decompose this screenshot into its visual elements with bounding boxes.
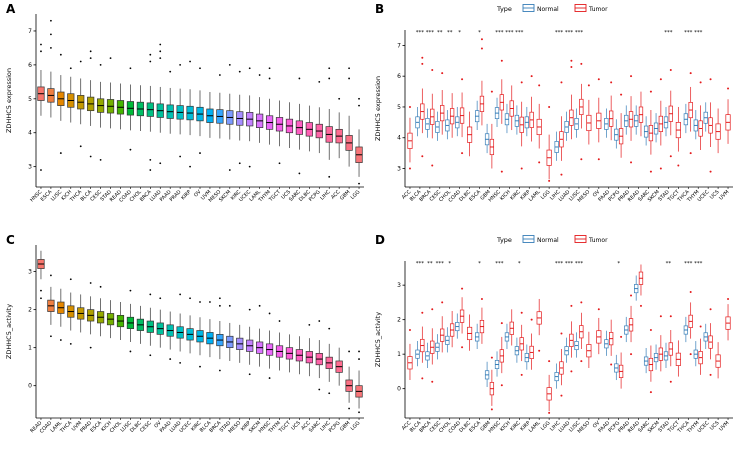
svg-text:***: *** [694,30,703,36]
svg-text:*: * [478,261,481,267]
svg-text:LGG: LGG [540,189,552,201]
svg-text:UCS: UCS [709,189,721,201]
svg-text:Normal: Normal [537,6,559,13]
svg-text:***: *** [426,30,435,36]
svg-text:4: 4 [397,135,401,142]
svg-text:2: 2 [28,307,32,314]
svg-text:**: ** [437,30,443,36]
svg-text:CESC: CESC [139,420,153,434]
svg-text:***: *** [505,30,514,36]
svg-text:LGG: LGG [350,420,362,432]
svg-text:7: 7 [28,28,32,35]
svg-text:**: ** [427,261,433,267]
svg-text:5: 5 [28,96,32,103]
svg-text:***: *** [436,261,445,267]
svg-text:OV: OV [153,420,163,430]
panel-a: A 3 4 5 6 7 ZDHHC5 expression HNSC ESCA LUSC KICH… [0,0,369,231]
svg-text:***: *** [575,261,584,267]
svg-text:UCS: UCS [290,420,302,432]
svg-text:ZDHHC5_activity: ZDHHC5_activity [5,304,13,359]
svg-text:***: *** [416,30,425,36]
svg-text:***: *** [495,261,504,267]
svg-text:***: *** [684,261,693,267]
svg-text:3: 3 [28,269,32,276]
svg-text:LGG: LGG [350,189,362,201]
svg-text:KIRP: KIRP [180,189,192,201]
panel-c-label: C [6,233,15,247]
svg-text:Type: Type [496,5,512,13]
svg-text:UVM: UVM [718,189,730,201]
svg-text:***: *** [555,30,564,36]
panel-c: C 0 1 2 3 ZDHHC5_activity READ COAD LAML THCA UVM… [0,231,369,462]
svg-text:UVM: UVM [718,420,730,432]
svg-text:Normal: Normal [537,237,559,244]
svg-text:***: *** [694,261,703,267]
svg-text:*: * [448,261,451,267]
svg-text:**: ** [666,261,672,267]
svg-text:5: 5 [397,104,401,111]
svg-text:*: * [478,30,481,36]
svg-text:UCS: UCS [709,420,721,432]
svg-text:ACC: ACC [401,189,413,201]
svg-text:3: 3 [28,164,32,171]
svg-text:1: 1 [397,351,401,358]
svg-text:3: 3 [397,282,401,289]
svg-text:Tumor: Tumor [588,6,608,13]
svg-text:***: *** [575,30,584,36]
svg-text:ACC: ACC [401,420,413,432]
svg-text:OV: OV [592,189,602,199]
svg-text:1: 1 [28,345,32,352]
svg-text:ZDHHC5_activity: ZDHHC5_activity [374,312,382,367]
svg-text:***: *** [684,30,693,36]
svg-text:ACC: ACC [330,189,342,201]
svg-text:OV: OV [592,420,602,430]
svg-text:7: 7 [397,42,401,49]
panel-b: B 3 4 5 6 7 ZDHHC5 expression ACC BLCA BRCA CESC C… [369,0,738,231]
svg-text:6: 6 [397,73,401,80]
svg-text:ACC: ACC [300,420,312,432]
panel-b-label: B [375,2,385,16]
svg-text:0: 0 [28,383,32,390]
svg-text:2: 2 [397,317,401,324]
svg-text:***: *** [565,30,574,36]
svg-text:***: *** [555,261,564,267]
svg-text:*: * [458,30,461,36]
svg-text:*: * [617,261,620,267]
panel-d: D 0 1 2 3 ZDHHC5_activity ACC BLCA BRCA CESC CHOL… [369,231,738,462]
svg-text:0: 0 [397,386,401,393]
svg-text:Tumor: Tumor [588,237,608,244]
svg-text:OV: OV [193,189,203,199]
boxplot-activity-by-cancer-type: 0123ZDHHC5_activityREADCOADLAMLTHCAUVMPR… [5,245,364,435]
panel-a-label: A [6,2,16,16]
svg-text:ZDHHC5 expression: ZDHHC5 expression [374,76,382,141]
panel-d-label: D [375,233,385,247]
svg-text:***: *** [664,30,673,36]
svg-text:***: *** [515,30,524,36]
svg-text:***: *** [495,30,504,36]
svg-text:***: *** [565,261,574,267]
boxplot-activity-normal-vs-tumor: 0123ZDHHC5_activityACCBLCABRCACESCCHOLCO… [374,235,733,435]
svg-text:**: ** [447,30,453,36]
svg-text:4: 4 [28,130,32,137]
svg-text:6: 6 [28,62,32,69]
svg-text:*: * [518,261,521,267]
svg-text:***: *** [416,261,425,267]
svg-text:ZDHHC5 expression: ZDHHC5 expression [5,68,13,133]
svg-text:UCS: UCS [280,189,292,201]
svg-text:3: 3 [397,166,401,173]
svg-text:Type: Type [496,236,512,244]
svg-text:LGG: LGG [540,420,552,432]
